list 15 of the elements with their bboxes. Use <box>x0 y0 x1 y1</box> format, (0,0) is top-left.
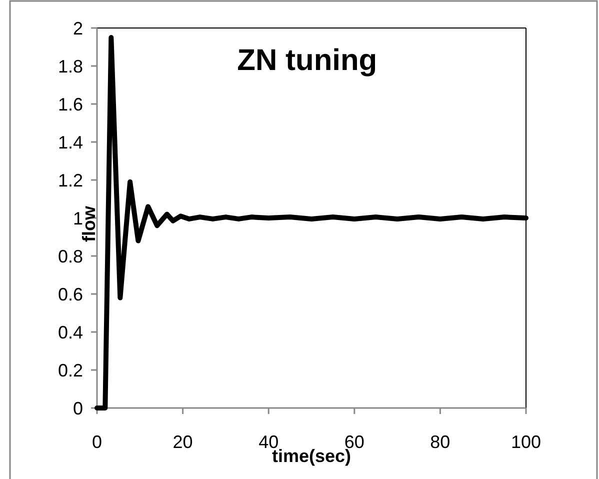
y-tick-label: 1.8 <box>58 56 83 76</box>
y-tick-label: 0 <box>72 398 83 418</box>
y-tick-label: 1.2 <box>58 170 83 190</box>
text: ZN tuning <box>237 44 378 77</box>
x-tick-label: 0 <box>92 432 102 452</box>
y-tick-label: 1.4 <box>58 132 83 152</box>
x-tick-label: 80 <box>430 432 450 452</box>
x-tick-label: 20 <box>172 432 193 452</box>
y-tick-label: 1.6 <box>58 94 83 114</box>
y-tick-label: 0.8 <box>58 246 83 266</box>
y-tick-label: 0.4 <box>58 322 83 342</box>
y-tick-label: 0.6 <box>58 284 83 304</box>
y-tick-label: 2 <box>72 18 83 38</box>
y-tick-label: 0.2 <box>58 360 83 380</box>
x-tick-label: 100 <box>510 432 542 452</box>
